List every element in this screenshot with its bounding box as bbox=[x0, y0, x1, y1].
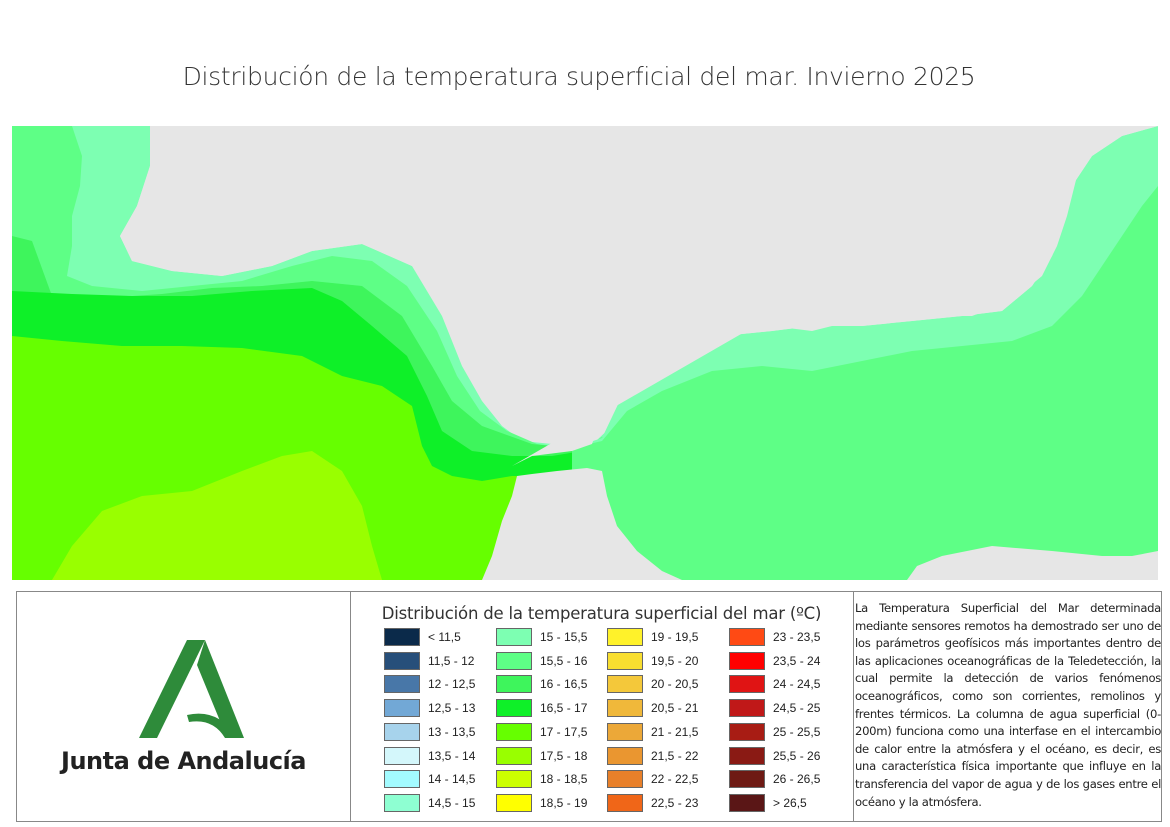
legend-label: 23 - 23,5 bbox=[773, 630, 821, 644]
info-panel: Junta de Andalucía Distribución de la te… bbox=[16, 591, 1162, 822]
logo-wordmark: Junta de Andalucía bbox=[61, 747, 306, 775]
legend-swatch bbox=[496, 628, 532, 646]
legend-swatch bbox=[607, 722, 643, 741]
legend-swatch bbox=[496, 770, 532, 789]
zone-17-5-18-atlantic bbox=[52, 451, 382, 580]
legend-label: 19 - 19,5 bbox=[651, 630, 699, 644]
logo-a-swash bbox=[187, 713, 237, 738]
zone-15-5-16-alboran bbox=[572, 186, 1158, 580]
legend-swatch bbox=[384, 651, 420, 670]
legend-label: 25 - 25,5 bbox=[773, 724, 821, 739]
land-algeria bbox=[907, 546, 1158, 580]
legend-swatch bbox=[729, 746, 765, 765]
legend-swatch bbox=[607, 793, 643, 812]
legend-label: 25,5 - 26 bbox=[773, 748, 821, 763]
legend-swatch bbox=[496, 722, 532, 741]
legend-label: 15,5 - 16 bbox=[540, 653, 588, 668]
legend-label: 19,5 - 20 bbox=[651, 653, 699, 668]
legend-label: 22,5 - 23 bbox=[651, 795, 699, 810]
legend-label: 24 - 24,5 bbox=[773, 677, 821, 692]
legend-title: Distribución de la temperatura superfici… bbox=[381, 604, 822, 623]
legend-label: 18,5 - 19 bbox=[540, 795, 588, 810]
logo-panel: Junta de Andalucía bbox=[17, 592, 351, 821]
legend-swatch bbox=[496, 651, 532, 670]
legend-swatch bbox=[384, 746, 420, 765]
legend-label: 23,5 - 24 bbox=[773, 653, 821, 668]
legend-label: 15 - 15,5 bbox=[540, 630, 588, 644]
legend-swatch bbox=[607, 699, 643, 718]
legend-swatch bbox=[607, 628, 643, 646]
legend-swatch bbox=[607, 746, 643, 765]
legend-label: > 26,5 bbox=[773, 795, 807, 810]
legend-swatch bbox=[607, 770, 643, 789]
legend-label: 12 - 12,5 bbox=[428, 677, 476, 692]
legend-swatch bbox=[729, 675, 765, 694]
land-gibraltar bbox=[120, 126, 1158, 436]
legend-swatch bbox=[729, 628, 765, 646]
legend-label: 12,5 - 13 bbox=[428, 701, 476, 716]
legend-swatch bbox=[384, 722, 420, 741]
legend-label: 21,5 - 22 bbox=[651, 748, 699, 763]
legend-swatch bbox=[729, 722, 765, 741]
legend-swatch bbox=[729, 699, 765, 718]
legend-swatch bbox=[729, 793, 765, 812]
legend-swatch bbox=[384, 770, 420, 789]
legend-swatch bbox=[496, 793, 532, 812]
legend-label: 26 - 26,5 bbox=[773, 772, 821, 787]
legend-label: 20,5 - 21 bbox=[651, 701, 699, 716]
legend-swatch bbox=[729, 770, 765, 789]
legend-swatch bbox=[496, 699, 532, 718]
legend-label: 22 - 22,5 bbox=[651, 772, 699, 787]
legend-label: 16,5 - 17 bbox=[540, 701, 588, 716]
legend-swatch bbox=[384, 628, 420, 646]
legend-label: 14,5 - 15 bbox=[428, 795, 476, 810]
legend-swatch bbox=[607, 651, 643, 670]
junta-andalucia-logo bbox=[139, 640, 244, 738]
legend-label: 24,5 - 25 bbox=[773, 701, 821, 716]
legend-label: 18 - 18,5 bbox=[540, 772, 588, 787]
legend-swatch bbox=[729, 651, 765, 670]
sea-temperature-map bbox=[12, 126, 1158, 580]
map-title: Distribución de la temperatura superfici… bbox=[182, 62, 976, 91]
legend-panel: Distribución de la temperatura superfici… bbox=[350, 592, 854, 821]
legend-swatch bbox=[384, 675, 420, 694]
legend-label: 13,5 - 14 bbox=[428, 748, 476, 763]
logo-a-right-stroke bbox=[197, 640, 244, 738]
legend-label: 20 - 20,5 bbox=[651, 677, 699, 692]
legend-swatch bbox=[496, 746, 532, 765]
legend-label: 14 - 14,5 bbox=[428, 772, 476, 787]
description-text: La Temperatura Superficial del Mar deter… bbox=[855, 601, 1161, 809]
legend-label: 21 - 21,5 bbox=[651, 724, 699, 739]
legend-swatch bbox=[384, 793, 420, 812]
legend-swatch bbox=[496, 675, 532, 694]
legend-label: 17 - 17,5 bbox=[540, 724, 588, 739]
legend-label: < 11,5 bbox=[428, 630, 461, 644]
legend-label: 11,5 - 12 bbox=[428, 653, 475, 668]
legend-label: 17,5 - 18 bbox=[540, 748, 588, 763]
legend-swatch bbox=[607, 675, 643, 694]
logo-a-left-stroke bbox=[139, 640, 205, 738]
land-morocco bbox=[482, 468, 682, 580]
legend-label: 16 - 16,5 bbox=[540, 677, 588, 692]
legend-swatch bbox=[384, 699, 420, 718]
legend-label: 13 - 13,5 bbox=[428, 724, 476, 739]
